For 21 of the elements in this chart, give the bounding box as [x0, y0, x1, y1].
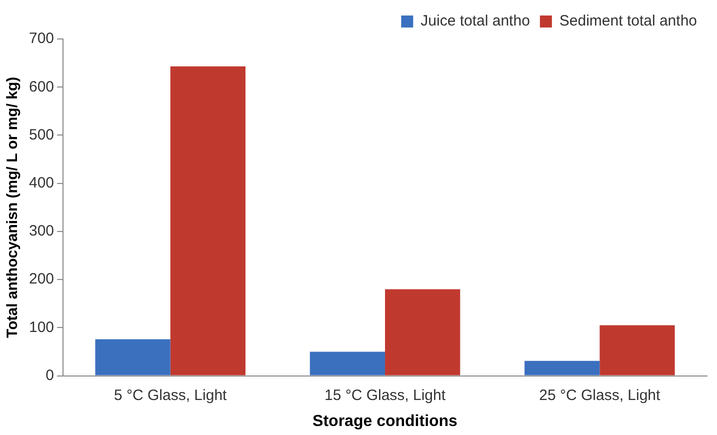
- y-tick-label: 0: [46, 366, 54, 384]
- bar: [310, 352, 386, 376]
- y-tick-label: 200: [28, 270, 54, 288]
- y-tick-label: 300: [28, 222, 54, 240]
- y-axis-title: Total anthocyanisn (mg/ L or mg/ kg): [4, 76, 22, 338]
- bar: [524, 360, 600, 376]
- x-axis-title: Storage conditions: [312, 412, 458, 430]
- x-tick-label: 25 °C Glass, Light: [539, 386, 662, 404]
- legend-label: Juice total antho: [420, 12, 530, 30]
- bar: [600, 325, 675, 376]
- y-tick-label: 700: [28, 30, 54, 48]
- legend-label: Sediment total antho: [559, 12, 697, 30]
- bar: [385, 289, 460, 376]
- bar: [95, 339, 170, 376]
- y-tick-label: 400: [28, 174, 54, 192]
- y-tick-label: 500: [28, 126, 54, 144]
- bar: [170, 66, 246, 376]
- x-tick-label: 5 °C Glass, Light: [114, 386, 228, 404]
- y-tick-label: 600: [28, 78, 54, 96]
- y-tick-label: 100: [28, 318, 54, 336]
- x-tick-label: 15 °C Glass, Light: [324, 386, 446, 404]
